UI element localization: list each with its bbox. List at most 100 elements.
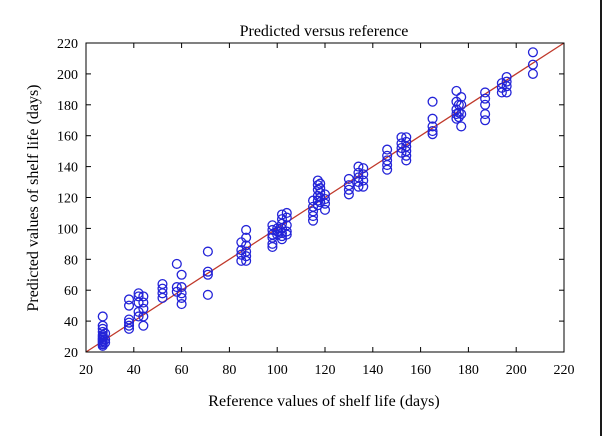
data-points <box>97 47 538 351</box>
data-point <box>501 81 512 92</box>
data-point <box>480 87 491 98</box>
data-point <box>281 229 292 240</box>
data-point <box>358 181 369 192</box>
data-point <box>451 109 462 120</box>
y-tick-label: 140 <box>57 161 78 176</box>
x-tick-label: 60 <box>175 363 189 378</box>
x-tick-label: 100 <box>267 363 288 378</box>
data-point <box>171 258 182 269</box>
data-point <box>241 240 252 251</box>
data-point <box>358 169 369 180</box>
data-point <box>307 215 319 226</box>
x-tick-label: 80 <box>222 363 236 378</box>
data-point <box>202 269 213 280</box>
y-tick-label: 180 <box>57 99 78 114</box>
data-point <box>241 224 252 235</box>
data-point <box>123 317 135 328</box>
data-point <box>427 113 438 124</box>
x-tick-label: 40 <box>127 363 141 378</box>
y-tick-label: 40 <box>64 315 78 330</box>
data-point <box>358 163 369 174</box>
data-point <box>138 297 149 308</box>
data-point <box>343 173 354 185</box>
chart-title: Predicted versus reference <box>240 23 409 40</box>
data-point <box>202 246 213 257</box>
data-point <box>202 266 213 277</box>
data-point <box>456 121 467 132</box>
data-point <box>453 112 464 123</box>
data-point <box>480 109 491 120</box>
data-point <box>480 93 491 104</box>
x-axis-title: Reference values of shelf life (days) <box>208 393 439 410</box>
data-point <box>133 291 144 302</box>
data-point <box>382 164 393 175</box>
data-point <box>100 337 111 348</box>
plot-frame <box>85 42 565 353</box>
data-point <box>501 76 512 87</box>
data-point <box>456 109 467 120</box>
data-point <box>427 96 438 107</box>
data-point <box>281 207 292 219</box>
data-point <box>176 288 187 299</box>
data-point <box>123 300 135 311</box>
data-point <box>382 144 393 155</box>
y-tick-label: 160 <box>57 130 78 145</box>
data-point <box>401 155 412 166</box>
data-point <box>456 92 467 103</box>
x-tick-label: 200 <box>506 363 527 378</box>
data-point <box>176 282 187 293</box>
data-point <box>138 303 149 314</box>
data-point <box>176 269 187 280</box>
y-tick-label: 20 <box>64 346 78 361</box>
x-tick-label: 160 <box>410 363 431 378</box>
x-tick-label: 20 <box>79 363 93 378</box>
data-point <box>267 238 278 249</box>
data-point <box>138 291 149 302</box>
data-point <box>401 150 412 161</box>
data-point <box>100 334 111 345</box>
data-point <box>427 126 438 137</box>
y-tick-label: 120 <box>57 192 78 207</box>
data-point <box>123 294 135 305</box>
data-point <box>202 289 213 300</box>
data-point <box>427 129 438 140</box>
data-point <box>496 87 507 98</box>
data-point <box>480 99 491 110</box>
data-point <box>97 311 108 322</box>
data-point <box>427 121 438 132</box>
data-point <box>343 189 354 200</box>
data-point <box>281 226 292 237</box>
data-point <box>281 212 292 223</box>
data-point <box>97 340 108 351</box>
data-point <box>267 241 278 252</box>
data-point <box>382 160 393 171</box>
data-point <box>343 184 354 195</box>
data-point <box>527 68 538 79</box>
data-point <box>171 282 182 293</box>
y-axis-title: Predicted values of shelf life (days) <box>25 84 42 311</box>
data-point <box>176 292 187 303</box>
x-tick-label: 220 <box>554 363 575 378</box>
data-point <box>319 204 331 215</box>
data-point <box>353 161 364 172</box>
data-point <box>138 320 149 331</box>
data-point <box>480 115 491 126</box>
data-point <box>451 85 462 96</box>
data-point <box>241 255 252 266</box>
x-tick-label: 120 <box>315 363 336 378</box>
data-point <box>276 227 288 239</box>
y-tick-label: 80 <box>64 253 78 268</box>
data-point <box>157 292 168 303</box>
x-tick-label: 140 <box>362 363 383 378</box>
x-tick-label: 180 <box>458 363 479 378</box>
data-point <box>353 181 364 192</box>
data-point <box>358 175 369 186</box>
data-point <box>501 87 512 98</box>
data-point <box>241 232 252 243</box>
data-point <box>319 198 331 209</box>
window-edge <box>600 0 602 436</box>
data-point <box>527 47 538 58</box>
data-point <box>241 251 252 262</box>
